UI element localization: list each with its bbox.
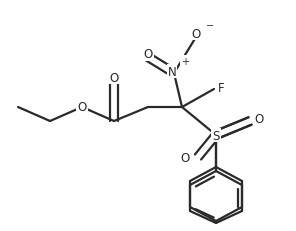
Text: F: F — [218, 81, 225, 94]
Text: +: + — [181, 57, 189, 67]
Text: O: O — [254, 113, 263, 126]
Text: −: − — [206, 21, 214, 31]
Text: N: N — [168, 65, 176, 78]
Text: S: S — [212, 129, 220, 142]
Text: O: O — [192, 27, 201, 40]
Text: O: O — [181, 151, 190, 164]
Text: O: O — [110, 71, 119, 84]
Text: O: O — [143, 48, 153, 61]
Text: O: O — [77, 101, 87, 114]
